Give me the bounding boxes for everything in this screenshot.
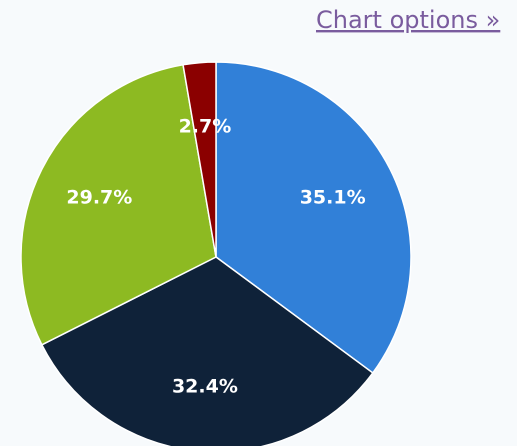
pie-slice (40, 256, 374, 446)
pie-slice (20, 63, 217, 346)
data-label: 32.4% (172, 376, 238, 398)
pie-slice (182, 61, 217, 258)
labels: 35.1% 32.4% 29.7% 2.7% (66, 115, 365, 397)
chart-options-link[interactable]: Chart options » (316, 6, 500, 34)
pie (20, 61, 412, 446)
data-label: 29.7% (66, 187, 132, 209)
pie-slice (215, 61, 412, 375)
data-label: 2.7% (179, 115, 232, 137)
data-label: 35.1% (300, 187, 366, 209)
